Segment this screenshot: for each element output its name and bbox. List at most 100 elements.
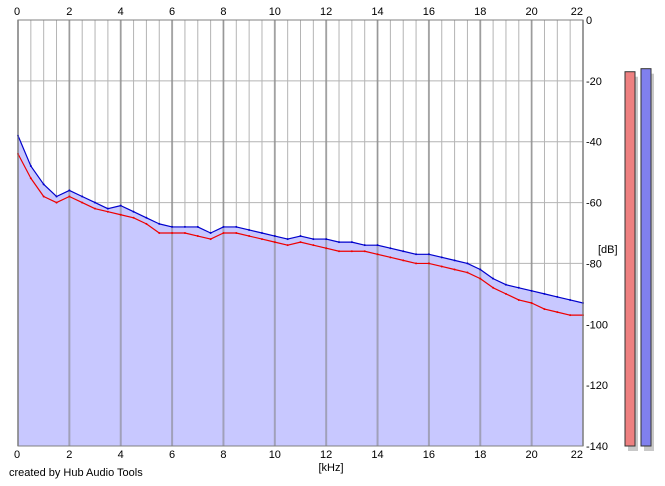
y-tick-label: 0 xyxy=(586,15,592,27)
series-point xyxy=(479,268,482,271)
series-point xyxy=(94,207,97,210)
x-tick-label: 10 xyxy=(269,449,281,461)
x-tick-label: 20 xyxy=(526,449,538,461)
series-point xyxy=(530,301,533,304)
series-point xyxy=(209,232,212,234)
series-point xyxy=(504,292,507,295)
series-point xyxy=(517,298,520,301)
series-point xyxy=(363,250,366,253)
series-point xyxy=(94,201,97,204)
series-point xyxy=(145,216,148,219)
x-tick-label: 6 xyxy=(169,449,175,461)
series-point xyxy=(492,277,495,280)
series-point xyxy=(222,232,225,234)
series-point xyxy=(209,238,212,241)
y-tick-label: -120 xyxy=(586,380,608,392)
x-axis-top: 0 2 4 6 8 10 12 14 16 18 20 22 xyxy=(14,6,583,18)
series-point xyxy=(504,283,507,286)
x-tick-label: 10 xyxy=(269,6,281,18)
x-tick-label: 16 xyxy=(423,449,435,461)
series-point xyxy=(42,183,45,186)
series-point xyxy=(260,238,263,241)
series-point xyxy=(171,232,174,234)
series-point xyxy=(350,241,353,244)
series-point xyxy=(556,311,559,314)
series-point xyxy=(376,244,379,247)
series-point xyxy=(492,286,495,289)
series-point xyxy=(479,277,482,280)
series-point xyxy=(81,201,84,204)
series-point xyxy=(338,241,341,244)
series-point xyxy=(299,235,302,238)
series-point xyxy=(350,250,353,253)
series-point xyxy=(119,213,122,216)
series-point xyxy=(453,268,456,271)
series-point xyxy=(235,232,238,234)
series-point xyxy=(389,247,392,250)
series-point xyxy=(196,225,199,228)
x-tick-label: 8 xyxy=(220,449,226,461)
x-tick-label: 14 xyxy=(371,449,383,461)
series-point xyxy=(183,225,186,228)
series-point xyxy=(517,286,520,289)
x-tick-label: 18 xyxy=(474,449,486,461)
series-point xyxy=(55,195,58,198)
y-tick-label: -40 xyxy=(586,137,602,149)
x-tick-label: 4 xyxy=(118,6,124,18)
x-tick-label: 0 xyxy=(14,6,20,18)
x-tick-label: 12 xyxy=(320,6,332,18)
series-point xyxy=(158,232,161,234)
meter-right xyxy=(640,68,652,447)
meter-left xyxy=(624,71,636,447)
series-point xyxy=(415,262,418,265)
series-point xyxy=(42,195,45,198)
series-point xyxy=(132,216,135,219)
x-tick-label: 2 xyxy=(66,6,72,18)
series-point xyxy=(466,262,469,265)
series-point xyxy=(158,222,161,225)
spectrum-fill xyxy=(18,135,583,446)
x-tick-label: 8 xyxy=(220,6,226,18)
plot-frame xyxy=(17,19,584,447)
x-tick-label: 22 xyxy=(571,6,583,18)
series-point xyxy=(106,210,109,213)
series-point xyxy=(29,165,32,168)
x-tick-label: 14 xyxy=(371,6,383,18)
series-point xyxy=(325,247,328,250)
series-point xyxy=(299,241,302,244)
series-point xyxy=(389,256,392,259)
series-point xyxy=(325,238,328,241)
series-point xyxy=(363,244,366,247)
series-point xyxy=(312,244,315,247)
series-point xyxy=(440,256,443,259)
series-point xyxy=(171,225,174,228)
series-point xyxy=(248,228,251,231)
x-tick-label: 4 xyxy=(118,449,124,461)
series-point xyxy=(466,271,469,274)
series-point xyxy=(427,253,430,256)
x-tick-label: 12 xyxy=(320,449,332,461)
series-point xyxy=(196,235,199,238)
series-point xyxy=(68,195,71,198)
series-point xyxy=(402,259,405,262)
x-tick-label: 20 xyxy=(526,6,538,18)
series-point xyxy=(273,235,276,238)
series-point xyxy=(55,201,58,204)
series-point xyxy=(569,298,572,301)
series-point xyxy=(402,250,405,253)
x-tick-label: 16 xyxy=(423,6,435,18)
series-point xyxy=(132,210,135,213)
credit-text: created by Hub Audio Tools xyxy=(9,467,143,479)
series-point xyxy=(556,295,559,298)
level-meters xyxy=(624,68,654,451)
series-point xyxy=(222,225,225,228)
series-point xyxy=(106,207,109,210)
x-axis-label: [kHz] xyxy=(318,462,343,474)
series-point xyxy=(440,265,443,268)
y-tick-label: -20 xyxy=(586,76,602,88)
series-point xyxy=(68,189,71,192)
spectrum-fill-area xyxy=(18,135,583,446)
y-tick-label: -80 xyxy=(586,258,602,270)
y-tick-label: -100 xyxy=(586,319,608,331)
